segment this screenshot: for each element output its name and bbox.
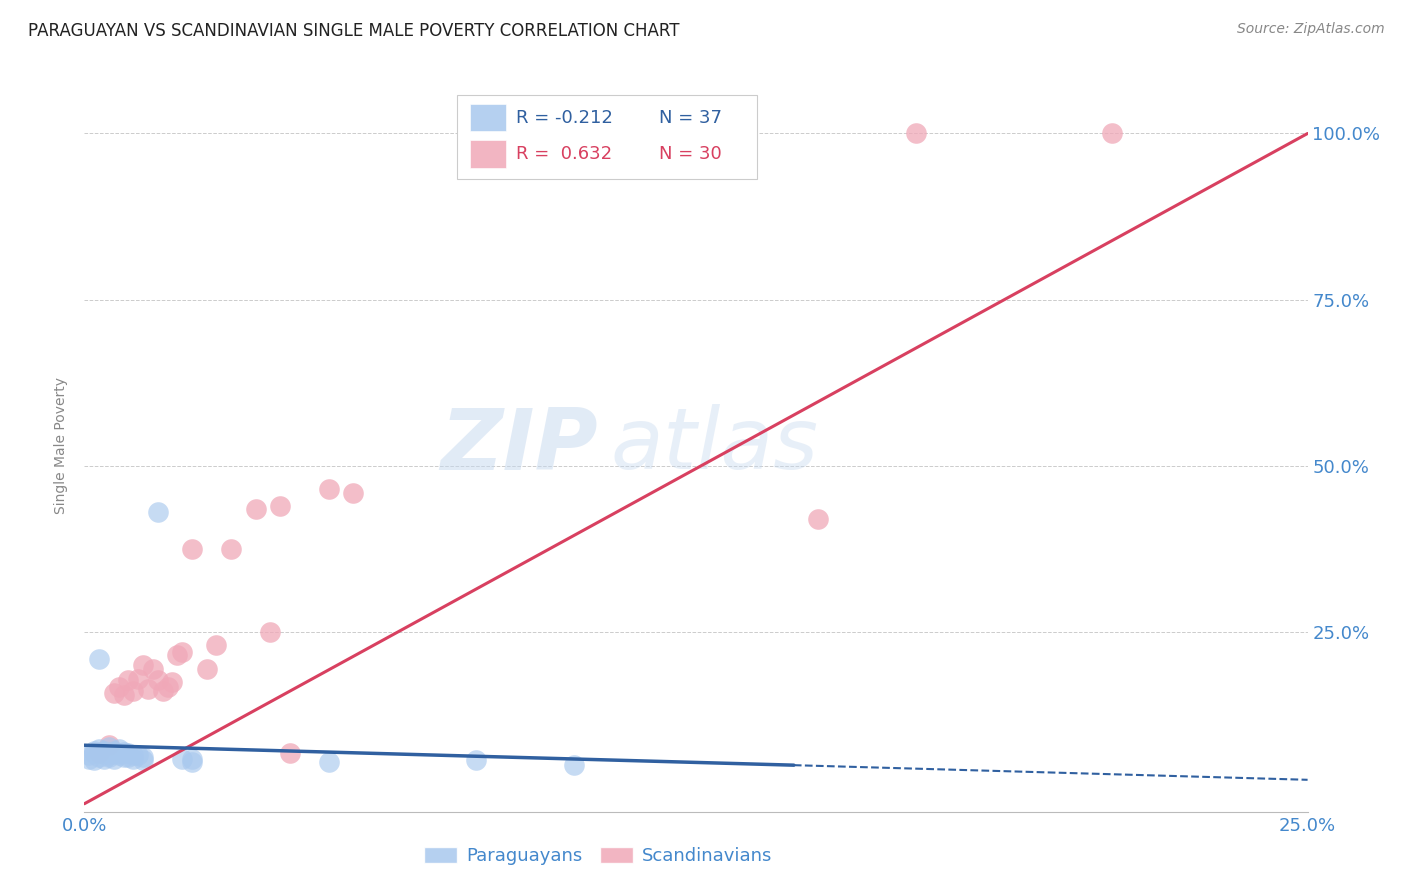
Point	[97, 750, 120, 764]
FancyBboxPatch shape	[470, 140, 506, 168]
Point	[146, 506, 169, 520]
Point	[77, 751, 100, 765]
Point	[83, 753, 105, 767]
Point	[318, 482, 340, 496]
Text: N = 30: N = 30	[659, 145, 723, 163]
Point	[269, 499, 291, 513]
Point	[122, 747, 145, 762]
Point	[195, 662, 218, 676]
Point	[87, 746, 110, 760]
Point	[219, 542, 242, 557]
Point	[87, 741, 110, 756]
Point	[172, 645, 194, 659]
Point	[142, 662, 165, 676]
Point	[127, 672, 149, 686]
Point	[112, 689, 135, 703]
Point	[464, 753, 486, 767]
Point	[107, 741, 129, 756]
Point	[259, 625, 281, 640]
Point	[132, 753, 155, 767]
Point	[166, 648, 188, 663]
FancyBboxPatch shape	[470, 103, 506, 131]
Point	[77, 748, 100, 763]
Point	[103, 686, 125, 700]
Point	[342, 485, 364, 500]
Text: atlas: atlas	[610, 404, 818, 488]
Point	[93, 743, 115, 757]
Point	[172, 751, 194, 765]
Point	[107, 748, 129, 763]
Point	[152, 683, 174, 698]
Legend: Paraguayans, Scandinavians: Paraguayans, Scandinavians	[418, 839, 779, 872]
Point	[122, 751, 145, 765]
Point	[1101, 127, 1123, 141]
Point	[132, 750, 155, 764]
Text: N = 37: N = 37	[659, 109, 723, 127]
Point	[87, 652, 110, 666]
Point	[117, 673, 139, 687]
Point	[107, 680, 129, 694]
Y-axis label: Single Male Poverty: Single Male Poverty	[53, 377, 67, 515]
Point	[318, 755, 340, 769]
Point	[117, 749, 139, 764]
Point	[181, 755, 204, 769]
Point	[93, 746, 115, 760]
Text: R = -0.212: R = -0.212	[516, 109, 613, 127]
Point	[83, 746, 105, 760]
Point	[181, 751, 204, 765]
Point	[112, 745, 135, 759]
Point	[181, 542, 204, 557]
Point	[278, 746, 301, 760]
Text: R =  0.632: R = 0.632	[516, 145, 612, 163]
Point	[97, 748, 120, 763]
Point	[245, 502, 267, 516]
Point	[87, 750, 110, 764]
Point	[97, 738, 120, 752]
Point	[117, 746, 139, 760]
Point	[136, 681, 159, 696]
Point	[97, 739, 120, 754]
Point	[103, 751, 125, 765]
Point	[156, 680, 179, 694]
Point	[807, 512, 830, 526]
Text: PARAGUAYAN VS SCANDINAVIAN SINGLE MALE POVERTY CORRELATION CHART: PARAGUAYAN VS SCANDINAVIAN SINGLE MALE P…	[28, 22, 679, 40]
Point	[107, 746, 129, 760]
Point	[205, 639, 228, 653]
Point	[112, 750, 135, 764]
Point	[162, 675, 184, 690]
Point	[146, 673, 169, 687]
Point	[132, 658, 155, 673]
Point	[87, 746, 110, 760]
Point	[93, 751, 115, 765]
FancyBboxPatch shape	[457, 95, 758, 179]
Point	[103, 746, 125, 760]
Point	[905, 127, 928, 141]
Point	[562, 758, 585, 772]
Text: Source: ZipAtlas.com: Source: ZipAtlas.com	[1237, 22, 1385, 37]
Point	[127, 748, 149, 763]
Point	[83, 743, 105, 757]
Point	[103, 743, 125, 757]
Text: ZIP: ZIP	[440, 404, 598, 488]
Point	[122, 683, 145, 698]
